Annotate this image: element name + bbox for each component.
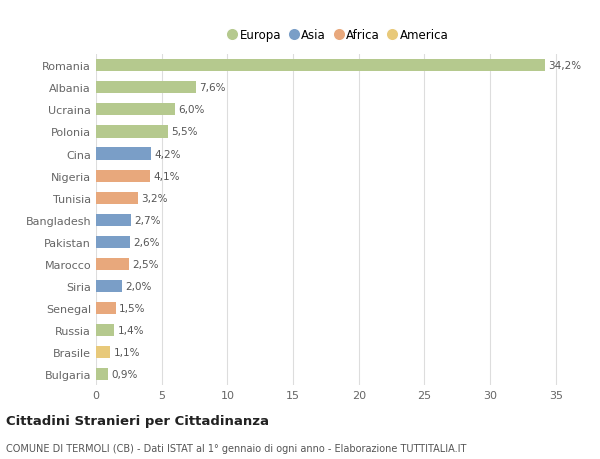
Text: 1,4%: 1,4% (118, 325, 144, 336)
Bar (96, 170, 150, 182)
Bar (96, 60, 545, 72)
Bar (96, 82, 196, 94)
Bar (96, 280, 122, 292)
Bar (96, 236, 130, 248)
Text: COMUNE DI TERMOLI (CB) - Dati ISTAT al 1° gennaio di ogni anno - Elaborazione TU: COMUNE DI TERMOLI (CB) - Dati ISTAT al 1… (6, 443, 466, 453)
Text: 34,2%: 34,2% (548, 61, 581, 71)
Text: 7,6%: 7,6% (199, 83, 226, 93)
Text: 3,2%: 3,2% (142, 193, 168, 203)
Text: 4,1%: 4,1% (153, 171, 179, 181)
Bar (96, 369, 108, 381)
Bar (96, 325, 115, 336)
Bar (96, 126, 168, 138)
Text: 1,1%: 1,1% (114, 347, 140, 358)
Text: 5,5%: 5,5% (172, 127, 198, 137)
Bar (96, 258, 129, 270)
Bar (96, 214, 131, 226)
Text: 2,0%: 2,0% (125, 281, 152, 291)
Bar (96, 148, 151, 160)
Text: 6,0%: 6,0% (178, 105, 205, 115)
Legend: Europa, Asia, Africa, America: Europa, Asia, Africa, America (224, 25, 454, 47)
Text: 4,2%: 4,2% (154, 149, 181, 159)
Bar (96, 104, 175, 116)
Bar (96, 302, 116, 314)
Text: 1,5%: 1,5% (119, 303, 145, 313)
Text: 2,5%: 2,5% (132, 259, 158, 269)
Bar (96, 192, 138, 204)
Text: 0,9%: 0,9% (111, 369, 137, 380)
Text: 2,6%: 2,6% (133, 237, 160, 247)
Text: Cittadini Stranieri per Cittadinanza: Cittadini Stranieri per Cittadinanza (6, 414, 269, 428)
Bar (96, 347, 110, 358)
Text: 2,7%: 2,7% (135, 215, 161, 225)
